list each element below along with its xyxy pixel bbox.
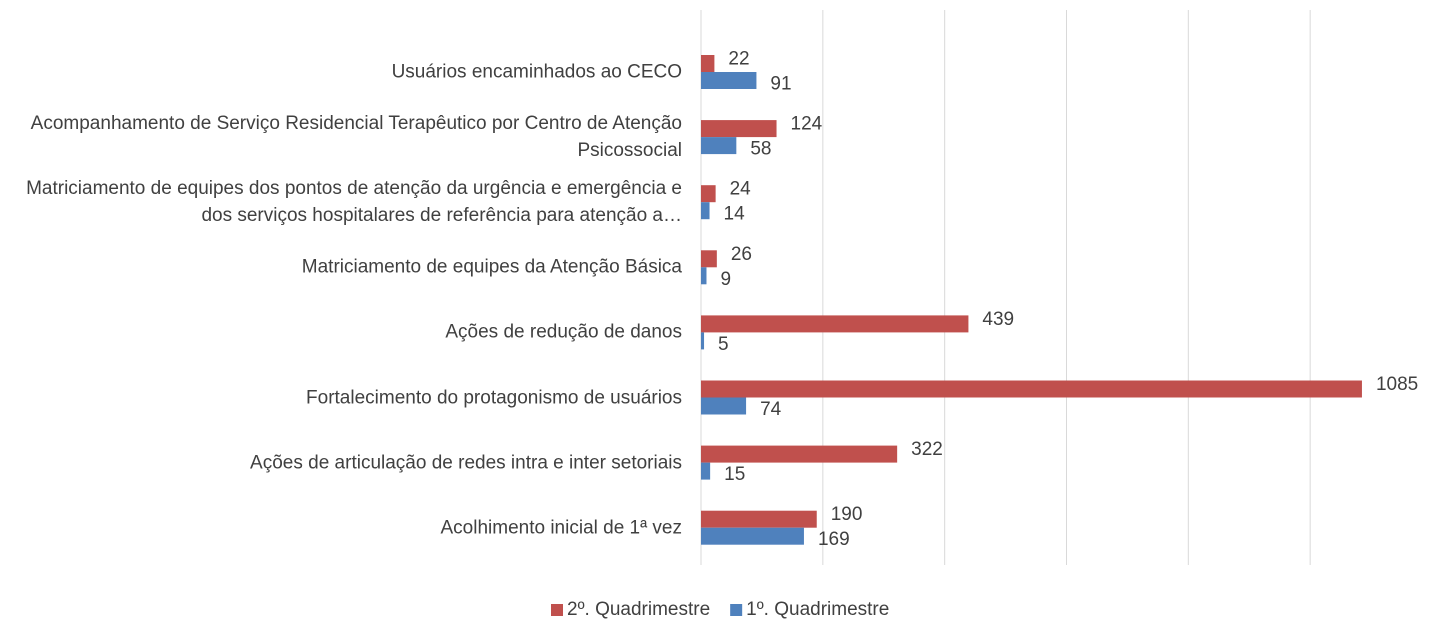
legend-label: 1º. Quadrimestre [746,599,889,620]
bar [701,267,707,285]
bar [701,445,898,463]
value-label: 169 [818,529,850,550]
bar [701,250,717,268]
bar [701,202,710,220]
value-label: 26 [731,244,752,265]
value-label: 14 [724,204,746,225]
value-label: 1085 [1376,374,1418,395]
bar [701,332,705,350]
bar [701,462,711,480]
category-label: Matriciamento de equipes da Atenção Bási… [0,254,682,281]
bar [701,72,757,89]
bar [701,510,817,528]
value-label: 24 [730,179,752,200]
bar [701,380,1362,398]
legend-swatch [730,604,743,616]
category-text: Fortalecimento do protagonismo de usuári… [306,387,682,408]
value-label: 74 [760,399,782,420]
bar [701,315,969,333]
category-label: Acolhimento inicial de 1ª vez [0,514,683,541]
value-label: 9 [720,269,731,290]
category-text: Ações de redução de danos [445,321,682,343]
value-label: 190 [831,504,863,525]
category-label: Acompanhamento de Serviço Residencial Te… [0,110,682,164]
bar [701,120,777,138]
category-text: Ações de articulação de redes intra e in… [250,452,682,474]
category-text: Acolhimento inicial de 1ª vez [440,517,683,539]
bar [701,137,737,155]
value-label: 439 [982,309,1014,330]
category-label: Fortalecimento do protagonismo de usuári… [0,384,682,411]
category-text: Matriciamento de equipes da Atenção Bási… [301,256,682,278]
legend-label: 2º. Quadrimestre [567,599,710,620]
value-label: 15 [724,464,745,485]
value-label: 91 [770,74,791,95]
bar [701,55,715,72]
category-label: Ações de redução de danos [0,319,682,346]
value-label: 58 [750,139,771,160]
value-label: 124 [791,114,823,135]
bar [701,185,716,203]
bar [701,397,747,415]
value-label: 322 [911,439,943,460]
value-label: 5 [718,334,729,355]
category-label: Matriciamento de equipes dos pontos de a… [0,175,682,229]
legend-swatch [551,604,563,616]
category-label: Ações de articulação de redes intra e in… [0,449,682,476]
category-text: Matriciamento de equipes dos pontos de a… [26,178,682,227]
category-label: Usuários encaminhados ao CECO [0,59,682,86]
category-text: Acompanhamento de Serviço Residencial Te… [30,113,682,162]
category-text: Usuários encaminhados ao CECO [391,61,682,83]
bar [701,527,804,545]
value-label: 22 [728,49,749,70]
